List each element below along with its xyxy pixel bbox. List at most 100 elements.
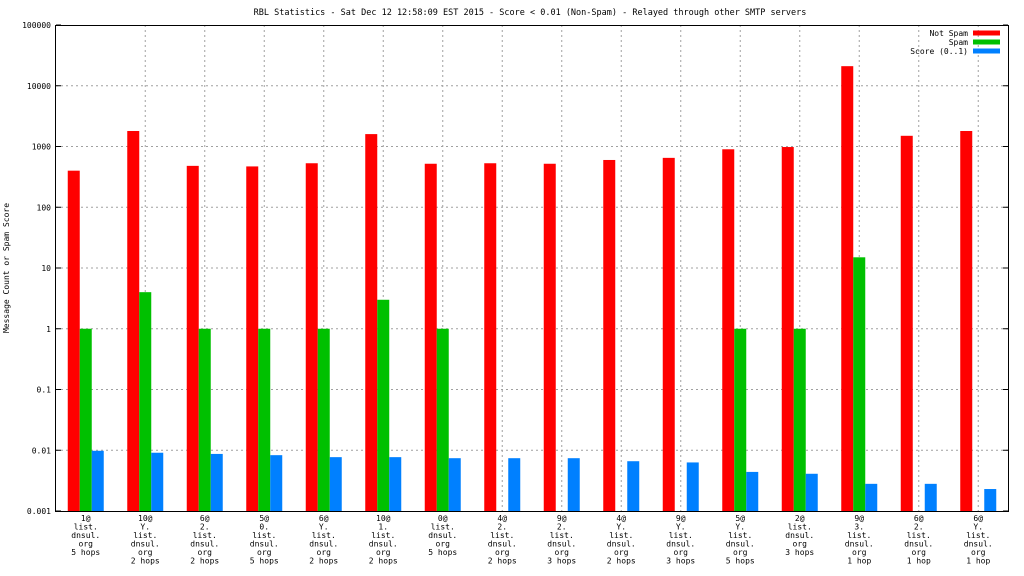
x-tick-label: org xyxy=(198,548,213,557)
x-tick-label: org xyxy=(733,548,748,557)
x-tick-label: org xyxy=(793,540,808,549)
x-tick-label: 5 hops xyxy=(428,548,457,557)
bar-score-0-1 xyxy=(91,450,104,511)
x-tick-label: org xyxy=(852,548,867,557)
x-tick-label: 4@ xyxy=(616,514,626,523)
x-tick-label: 0. xyxy=(259,523,269,532)
x-tick-label: list. xyxy=(728,531,752,540)
x-tick-label: 3 hops xyxy=(666,557,695,566)
y-tick-label: 1000 xyxy=(32,143,51,152)
x-tick-label: 3 hops xyxy=(547,557,576,566)
legend-label: Score (0..1) xyxy=(910,47,968,56)
bar-spam xyxy=(79,328,92,511)
x-tick-label: org xyxy=(555,548,570,557)
x-tick-label: 5 hops xyxy=(726,557,755,566)
x-tick-label: 2. xyxy=(497,523,507,532)
x-tick-label: 2 hops xyxy=(190,557,219,566)
x-tick-label: Y. xyxy=(973,523,983,532)
x-tick-label: list. xyxy=(550,531,574,540)
x-tick-label: list. xyxy=(907,531,931,540)
x-tick-label: 5 hops xyxy=(71,548,100,557)
x-tick-label: 2 hops xyxy=(131,557,160,566)
x-tick-label: list. xyxy=(669,531,693,540)
x-tick-label: org xyxy=(614,548,629,557)
bar-score-0-1 xyxy=(686,462,699,511)
x-tick-label: 2@ xyxy=(795,514,805,523)
x-tick-label: list. xyxy=(133,531,157,540)
y-tick-label: 10000 xyxy=(27,82,51,91)
x-tick-label: Y. xyxy=(735,523,745,532)
bar-score-0-1 xyxy=(805,473,818,511)
bar-spam xyxy=(436,328,449,511)
y-tick-label: 100000 xyxy=(22,21,51,30)
bar-score-0-1 xyxy=(627,461,640,511)
bar-spam xyxy=(198,328,211,511)
x-tick-label: 3. xyxy=(854,523,864,532)
y-tick-label: 0.1 xyxy=(37,386,52,395)
legend-swatch xyxy=(973,39,1000,45)
y-tick-label: 10 xyxy=(41,264,51,273)
x-tick-label: 1 hop xyxy=(847,557,871,566)
x-tick-label: list. xyxy=(966,531,990,540)
x-tick-label: 9@ xyxy=(854,514,864,523)
bar-score-0-1 xyxy=(389,457,402,511)
x-tick-label: 9@ xyxy=(676,514,686,523)
y-axis-label: Message Count or Spam Score xyxy=(2,203,11,333)
bar-score-0-1 xyxy=(151,452,164,511)
x-tick-label: 2 hops xyxy=(607,557,636,566)
x-tick-label: 1@ xyxy=(81,514,91,523)
bar-spam xyxy=(734,328,747,511)
x-tick-label: 1 hop xyxy=(907,557,931,566)
x-tick-label: org xyxy=(495,548,510,557)
bar-not-spam xyxy=(365,134,378,511)
x-tick-label: dnsul. xyxy=(250,540,279,549)
x-tick-label: list. xyxy=(193,531,217,540)
bar-score-0-1 xyxy=(329,457,342,511)
x-tick-label: 6@ xyxy=(914,514,924,523)
bar-not-spam xyxy=(424,163,437,511)
x-tick-label: list. xyxy=(74,523,98,532)
chart-title: RBL Statistics - Sat Dec 12 12:58:09 EST… xyxy=(254,8,807,18)
x-tick-label: dnsul. xyxy=(71,531,100,540)
x-tick-label: dnsul. xyxy=(190,540,219,549)
x-tick-label: dnsul. xyxy=(428,531,457,540)
bar-not-spam xyxy=(722,149,735,511)
x-tick-label: org xyxy=(317,548,332,557)
bar-spam xyxy=(139,292,152,511)
legend-swatch xyxy=(973,48,1000,54)
x-tick-label: 6@ xyxy=(200,514,210,523)
x-tick-label: dnsul. xyxy=(607,540,636,549)
bar-score-0-1 xyxy=(746,471,759,511)
x-tick-label: org xyxy=(971,548,986,557)
x-tick-label: list. xyxy=(847,531,871,540)
x-tick-label: 0@ xyxy=(438,514,448,523)
bar-spam xyxy=(853,257,866,511)
bar-spam xyxy=(377,299,390,511)
y-tick-label: 0.001 xyxy=(27,507,51,516)
x-tick-label: 9@ xyxy=(557,514,567,523)
x-tick-label: dnsul. xyxy=(369,540,398,549)
x-tick-label: 5@ xyxy=(259,514,269,523)
bar-score-0-1 xyxy=(508,458,521,511)
x-tick-label: dnsul. xyxy=(488,540,517,549)
bar-not-spam xyxy=(662,157,675,511)
x-tick-label: org xyxy=(138,548,153,557)
x-tick-label: 10@ xyxy=(138,514,153,523)
bar-not-spam xyxy=(900,135,913,511)
bar-not-spam xyxy=(841,66,854,512)
bar-spam xyxy=(317,328,330,511)
bar-not-spam xyxy=(960,130,973,512)
x-tick-label: Y. xyxy=(616,523,626,532)
x-tick-label: 1 hop xyxy=(966,557,990,566)
bar-not-spam xyxy=(305,163,318,511)
x-tick-label: list. xyxy=(490,531,514,540)
x-tick-label: Y. xyxy=(140,523,150,532)
bar-not-spam xyxy=(186,165,199,511)
x-tick-label: 4@ xyxy=(497,514,507,523)
bar-score-0-1 xyxy=(924,483,937,511)
x-tick-label: list. xyxy=(609,531,633,540)
x-tick-label: 2. xyxy=(914,523,924,532)
bar-not-spam xyxy=(67,170,80,511)
